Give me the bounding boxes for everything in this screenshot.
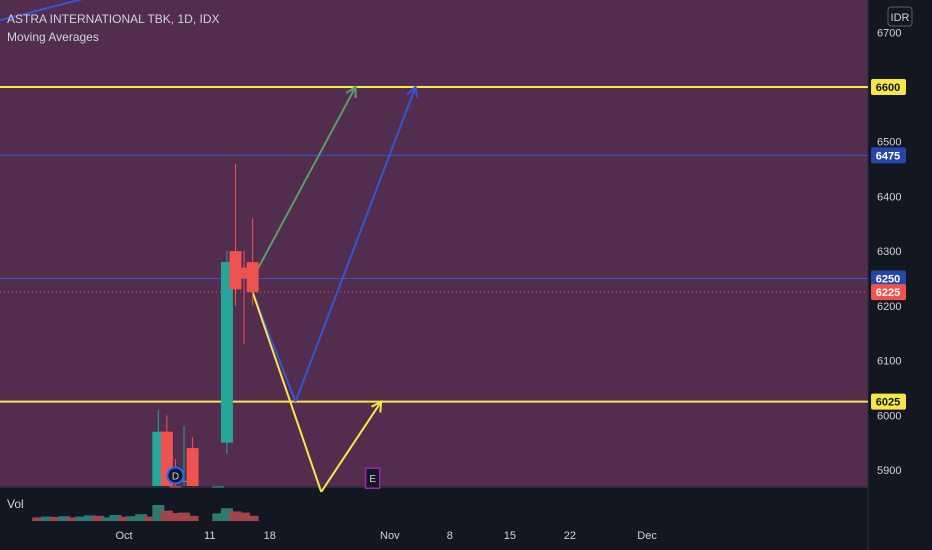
volume-bar bbox=[212, 513, 225, 521]
price-tag: 6025 bbox=[871, 393, 906, 410]
volume-bar bbox=[169, 513, 182, 521]
volume-label[interactable]: Vol bbox=[7, 497, 24, 511]
event-letter: E bbox=[369, 474, 376, 485]
candle[interactable] bbox=[238, 251, 251, 345]
candle[interactable] bbox=[220, 251, 233, 454]
volume-bar bbox=[109, 515, 122, 521]
price-tag-bg bbox=[871, 284, 906, 301]
price-tag-bg bbox=[871, 147, 906, 164]
y-tick-label: 6000 bbox=[877, 410, 901, 422]
volume-bar bbox=[75, 516, 88, 521]
price-tag-label: 6475 bbox=[876, 150, 900, 162]
earnings-badge bbox=[364, 467, 381, 489]
dividend-badge bbox=[166, 466, 185, 485]
volume-bar bbox=[66, 517, 79, 521]
price-tag: 6475 bbox=[871, 147, 906, 164]
candle[interactable] bbox=[186, 437, 199, 486]
candle-body bbox=[229, 251, 242, 290]
volume-bar bbox=[100, 517, 113, 521]
candle-body bbox=[212, 486, 225, 488]
currency-label: IDR bbox=[891, 12, 910, 24]
y-tick-label: 6100 bbox=[877, 356, 901, 368]
volume-bar bbox=[126, 516, 139, 521]
volume-bar bbox=[178, 512, 191, 521]
arrow-head bbox=[406, 85, 419, 99]
candle[interactable] bbox=[212, 486, 225, 488]
chart-legend: ASTRA INTERNATIONAL TBK, 1D, IDX Moving … bbox=[7, 10, 220, 46]
event-letter: D bbox=[172, 471, 179, 482]
price-tag-label: 6600 bbox=[876, 82, 900, 94]
price-tag-bg bbox=[871, 79, 906, 95]
volume-bar bbox=[32, 517, 45, 521]
candle-body bbox=[220, 262, 233, 443]
volume-bar bbox=[83, 515, 96, 521]
volume-bar bbox=[186, 515, 199, 521]
arrow-shaft bbox=[294, 86, 417, 402]
price-tag: 6225 bbox=[871, 284, 906, 301]
x-tick-label: 18 bbox=[264, 530, 276, 542]
y-tick-label: 5900 bbox=[877, 465, 901, 477]
earnings-marker[interactable]: E bbox=[364, 467, 381, 489]
price-tag-bg bbox=[871, 393, 906, 410]
candle-body bbox=[178, 480, 191, 482]
volume-bar bbox=[143, 516, 156, 521]
volume-bar bbox=[135, 514, 148, 521]
candle[interactable] bbox=[229, 163, 242, 306]
y-tick-label: 6500 bbox=[877, 137, 901, 149]
arrow-blue[interactable] bbox=[294, 85, 419, 402]
x-tick-label: Oct bbox=[115, 530, 132, 542]
y-tick-label: 6700 bbox=[877, 27, 901, 39]
volume-bar bbox=[40, 516, 53, 521]
arrow-yellow[interactable] bbox=[320, 399, 383, 493]
price-tag: 6600 bbox=[871, 79, 906, 95]
volume-bar bbox=[118, 516, 130, 521]
trend-line[interactable] bbox=[0, 0, 167, 32]
volume-bar bbox=[49, 517, 62, 521]
price-tag-bg bbox=[871, 270, 906, 287]
time-scale-bg[interactable] bbox=[0, 522, 932, 550]
currency-badge[interactable]: IDR bbox=[887, 6, 913, 27]
price-tag-label: 6225 bbox=[876, 287, 900, 299]
arrow-shaft bbox=[251, 86, 357, 279]
y-tick-label: 6400 bbox=[877, 191, 901, 203]
symbol-title[interactable]: ASTRA INTERNATIONAL TBK, 1D, IDX bbox=[7, 12, 220, 26]
dividend-marker[interactable]: D bbox=[166, 466, 185, 485]
arrow-head bbox=[345, 85, 357, 99]
plot-background bbox=[0, 0, 868, 486]
arrow-head bbox=[371, 399, 383, 413]
y-tick-label: 6300 bbox=[877, 246, 901, 258]
trend-line[interactable] bbox=[251, 291, 323, 493]
candle-body bbox=[246, 262, 259, 293]
price-scale-bg[interactable] bbox=[868, 0, 932, 522]
candle-body bbox=[186, 448, 199, 486]
arrow-green[interactable] bbox=[251, 85, 357, 279]
x-tick-label: Dec bbox=[637, 530, 657, 542]
volume-bar bbox=[246, 515, 259, 521]
x-tick-label: 22 bbox=[564, 530, 576, 542]
arrow-shaft bbox=[320, 401, 383, 493]
indicator-label[interactable]: Moving Averages bbox=[7, 30, 99, 44]
candle-body bbox=[169, 486, 182, 488]
volume-bar bbox=[160, 510, 173, 521]
price-tag-label: 6250 bbox=[876, 274, 900, 286]
volume-bar bbox=[57, 516, 70, 521]
volume-bar bbox=[229, 511, 242, 521]
x-tick-label: 15 bbox=[504, 530, 516, 542]
price-tag-label: 6025 bbox=[876, 397, 900, 409]
volume-bar bbox=[92, 515, 105, 521]
x-tick-label: Nov bbox=[380, 530, 400, 542]
x-tick-label: 11 bbox=[204, 530, 215, 542]
x-tick-label: 8 bbox=[447, 530, 453, 542]
y-tick-label: 6200 bbox=[877, 301, 901, 313]
candle-body bbox=[238, 267, 251, 279]
volume-bar bbox=[238, 512, 251, 521]
price-tag: 6250 bbox=[871, 270, 906, 287]
candle[interactable] bbox=[246, 218, 259, 306]
